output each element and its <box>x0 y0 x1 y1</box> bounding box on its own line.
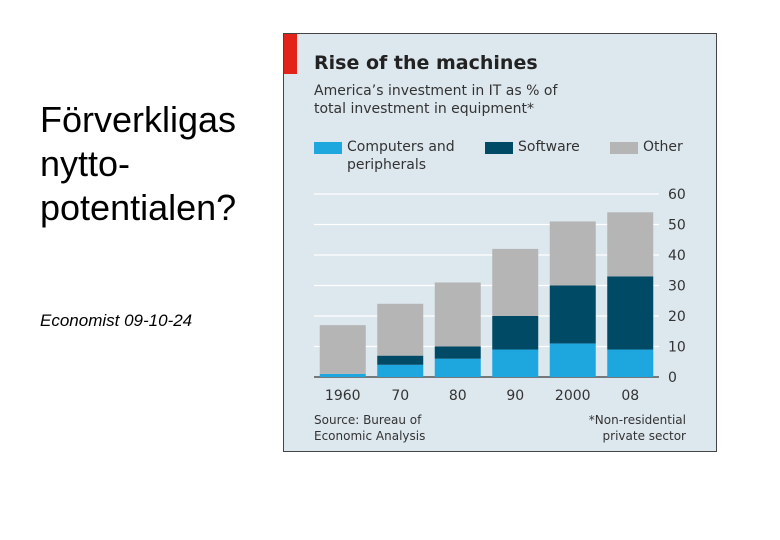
y-tick-label: 40 <box>668 248 686 264</box>
legend-label-computers: Computers and peripherals <box>347 139 455 173</box>
x-tick-label: 08 <box>621 388 639 404</box>
y-tick-label: 0 <box>668 370 677 386</box>
bar-segment-other <box>492 248 539 316</box>
bar-segment-computers <box>607 349 654 377</box>
x-tick-label: 70 <box>391 388 409 404</box>
y-tick-label: 50 <box>668 218 686 234</box>
legend-label-software: Software <box>518 139 580 155</box>
y-tick-label: 10 <box>668 340 686 356</box>
bar-segment-software <box>492 316 539 350</box>
legend-item-computers: Computers and peripherals <box>314 138 455 174</box>
bar-segment-software <box>607 276 654 350</box>
chart-subtitle: America’s investment in IT as % of total… <box>314 83 558 117</box>
bar-segment-other <box>549 221 596 286</box>
bar-segment-computers <box>377 364 424 377</box>
bar-segment-other <box>607 212 654 277</box>
x-tick-label: 2000 <box>555 388 591 404</box>
bar-segment-software <box>549 285 596 344</box>
legend-item-software: Software <box>485 138 580 156</box>
y-tick-label: 60 <box>668 187 686 203</box>
chart-figure: Rise of the machines America’s investmen… <box>283 33 717 452</box>
x-tick-label: 90 <box>506 388 524 404</box>
y-tick-label: 20 <box>668 309 686 325</box>
chart-title: Rise of the machines <box>314 52 538 74</box>
x-tick-label: 80 <box>449 388 467 404</box>
y-tick-label: 30 <box>668 279 686 295</box>
bar-segment-computers <box>549 343 596 377</box>
legend-label-other: Other <box>643 139 683 155</box>
x-tick-label: 1960 <box>325 388 361 404</box>
red-accent-tab <box>284 34 297 74</box>
slide-title: Förverkligas nytto- potentialen? <box>40 99 237 228</box>
stacked-bar-plot: 0 10 20 30 40 50 60 1960 70 80 90 2000 08 <box>314 187 686 404</box>
legend-swatch-software <box>485 142 513 154</box>
legend-item-other: Other <box>610 138 683 156</box>
slide-citation: Economist 09-10-24 <box>40 311 193 330</box>
bar-segment-other <box>377 303 424 356</box>
bar-segment-other <box>434 282 481 347</box>
bar-segment-computers <box>319 373 366 377</box>
legend-swatch-other <box>610 142 638 154</box>
bar-segment-software <box>434 346 481 359</box>
bar-segment-computers <box>492 349 539 377</box>
legend-swatch-computers <box>314 142 342 154</box>
bar-segment-other <box>319 325 366 374</box>
bar-segment-computers <box>434 358 481 377</box>
footnote: *Non-residential private sector <box>588 413 686 443</box>
source-note: Source: Bureau of Economic Analysis <box>314 413 426 443</box>
bar-segment-software <box>377 355 424 365</box>
